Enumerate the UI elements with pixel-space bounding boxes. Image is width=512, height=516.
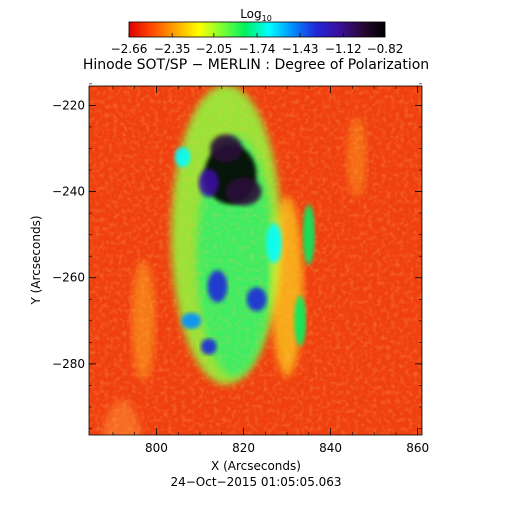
y-axis-ticks — [89, 83, 422, 429]
heatmap-feature — [200, 338, 217, 355]
heatmap-feature — [210, 134, 243, 163]
heatmap-feature — [246, 287, 267, 312]
heatmap-feature — [266, 223, 282, 264]
heatmap-feature — [207, 270, 228, 303]
heatmap-feature — [294, 295, 307, 346]
x-axis-tick-labels: 800 820 840 860 — [145, 441, 429, 455]
heatmap-feature — [225, 177, 262, 206]
y-tick-label: −220 — [52, 98, 85, 112]
chart-title: Hinode SOT/SP − MERLIN : Degree of Polar… — [83, 57, 429, 73]
timestamp: 24−Oct−2015 01:05:05.063 — [170, 475, 341, 489]
y-tick-label: −240 — [52, 185, 85, 199]
heatmap-feature — [174, 147, 191, 168]
colorbar-tick-label: −2.66 — [111, 42, 148, 56]
heatmap-feature — [181, 312, 202, 329]
colorbar-tick-label: −0.82 — [367, 42, 404, 56]
x-axis-label: X (Arcseconds) — [211, 459, 301, 473]
y-axis-tick-labels: −220 −240 −260 −280 — [52, 98, 85, 371]
colorbar-tick-label: −2.35 — [154, 42, 191, 56]
x-tick-label: 840 — [319, 441, 342, 455]
colorbar-tick-label: −1.12 — [325, 42, 362, 56]
plot-frame — [88, 85, 423, 436]
heatmap-feature — [302, 204, 315, 265]
heatmap-image — [89, 86, 422, 435]
y-tick-label: −280 — [52, 357, 85, 371]
colorbar-tick-labels: −2.66 −2.35 −2.05 −1.74 −1.43 −1.12 −0.82 — [111, 42, 404, 56]
y-axis-label: Y (Arcseconds) — [29, 215, 43, 305]
colorbar-ticks — [128, 33, 386, 37]
x-tick-label: 800 — [145, 441, 168, 455]
colorbar-tick-label: −1.43 — [282, 42, 319, 56]
x-tick-label: 820 — [232, 441, 255, 455]
x-tick-label: 860 — [406, 441, 429, 455]
colorbar-tick-label: −2.05 — [195, 42, 232, 56]
heatmap-feature — [198, 168, 219, 197]
colorbar-label: Log10 — [240, 7, 272, 23]
y-tick-label: −260 — [52, 271, 85, 285]
x-axis-ticks — [112, 86, 419, 435]
colorbar-tick-label: −1.74 — [239, 42, 276, 56]
